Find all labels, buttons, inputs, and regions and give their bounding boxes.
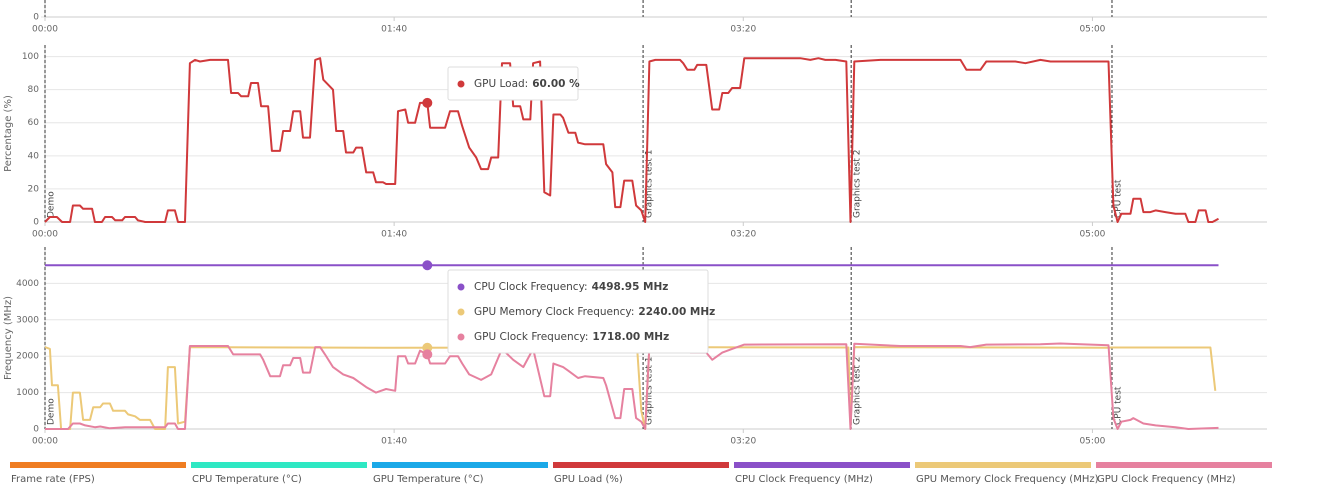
marker-label: Demo bbox=[47, 398, 57, 425]
legend-item[interactable]: GPU Temperature (°C) bbox=[372, 462, 548, 485]
legend-label: CPU Temperature (°C) bbox=[192, 474, 302, 485]
y-axis-title: Percentage (%) bbox=[3, 95, 14, 172]
legend-swatch bbox=[10, 462, 186, 468]
legend-item[interactable]: GPU Memory Clock Frequency (MHz) bbox=[915, 462, 1099, 485]
x-tick-label: 05:00 bbox=[1079, 25, 1105, 35]
legend-swatch bbox=[915, 462, 1091, 468]
legend-label: Frame rate (FPS) bbox=[11, 474, 95, 485]
legend-item[interactable]: CPU Temperature (°C) bbox=[191, 462, 367, 485]
x-tick-label: 00:00 bbox=[32, 25, 58, 35]
x-tick-label: 00:00 bbox=[32, 230, 58, 240]
y-tick-label: 40 bbox=[28, 151, 40, 161]
y-tick-label: 20 bbox=[28, 184, 40, 194]
y-tick-label: 1000 bbox=[16, 388, 39, 398]
x-tick-label: 03:20 bbox=[730, 437, 756, 447]
y-tick-label: 100 bbox=[22, 52, 39, 62]
y-tick-label: 0 bbox=[33, 218, 39, 228]
marker-label: Graphics test 2 bbox=[853, 150, 863, 218]
legend-label: GPU Clock Frequency (MHz) bbox=[1097, 474, 1236, 485]
series-line bbox=[45, 342, 1219, 430]
y-tick-label: 60 bbox=[28, 118, 40, 128]
hover-dot bbox=[422, 349, 433, 360]
legend-label: GPU Memory Clock Frequency (MHz) bbox=[916, 474, 1099, 485]
x-tick-label: 00:00 bbox=[32, 437, 58, 447]
tooltip-label: GPU Load: bbox=[474, 78, 528, 90]
tooltip-value: 1718.00 MHz bbox=[592, 331, 669, 343]
marker-label: Graphics test 1 bbox=[645, 150, 655, 218]
marker-label: Demo bbox=[47, 191, 57, 218]
tooltip: GPU Load: 60.00 % bbox=[447, 66, 580, 101]
tooltip-value: 4498.95 MHz bbox=[592, 281, 669, 293]
x-tick-label: 03:20 bbox=[730, 25, 756, 35]
tooltip-text: GPU Clock Frequency: 1718.00 MHz bbox=[474, 331, 669, 343]
marker-label: CPU test bbox=[1113, 179, 1123, 218]
legend-item[interactable]: GPU Load (%) bbox=[553, 462, 729, 485]
tooltip-label: GPU Memory Clock Frequency: bbox=[474, 306, 634, 318]
y-tick-label: 3000 bbox=[16, 315, 39, 325]
tooltip: CPU Clock Frequency: 4498.95 MHz GPU Memor… bbox=[447, 269, 715, 354]
legend-swatch bbox=[191, 462, 367, 468]
marker-label: CPU test bbox=[1113, 386, 1123, 425]
legend-swatch bbox=[1096, 462, 1272, 468]
y-tick-label: 0 bbox=[33, 13, 39, 23]
tooltip-dot bbox=[457, 308, 465, 316]
legend-item[interactable]: CPU Clock Frequency (MHz) bbox=[734, 462, 910, 485]
x-tick-label: 03:20 bbox=[730, 230, 756, 240]
marker-label: Graphics test 1 bbox=[645, 357, 655, 425]
legend-item[interactable]: GPU Clock Frequency (MHz) bbox=[1096, 462, 1272, 485]
hover-dot bbox=[422, 260, 433, 271]
legend-item[interactable]: Frame rate (FPS) bbox=[10, 462, 186, 485]
legend-label: CPU Clock Frequency (MHz) bbox=[735, 474, 873, 485]
tooltip-text: GPU Load: 60.00 % bbox=[474, 78, 580, 90]
y-axis-title: Frequency (MHz) bbox=[3, 296, 14, 380]
y-tick-label: 0 bbox=[33, 425, 39, 435]
tooltip-dot bbox=[457, 333, 465, 341]
legend-swatch bbox=[553, 462, 729, 468]
legend-label: GPU Temperature (°C) bbox=[373, 474, 484, 485]
marker-label: Graphics test 2 bbox=[853, 357, 863, 425]
x-tick-label: 05:00 bbox=[1079, 437, 1105, 447]
tooltip-dot bbox=[457, 283, 465, 291]
series-line bbox=[44, 346, 1217, 430]
series-line bbox=[44, 57, 1219, 223]
hover-dot bbox=[422, 97, 433, 108]
tooltip-value: 2240.00 MHz bbox=[638, 306, 715, 318]
y-tick-label: 4000 bbox=[16, 279, 39, 289]
legend-swatch bbox=[372, 462, 548, 468]
legend-label: GPU Load (%) bbox=[554, 474, 623, 485]
x-tick-label: 01:40 bbox=[381, 437, 407, 447]
tooltip-text: GPU Memory Clock Frequency: 2240.00 MHz bbox=[474, 306, 715, 318]
tooltip-label: GPU Clock Frequency: bbox=[474, 331, 588, 343]
legend-swatch bbox=[734, 462, 910, 468]
x-tick-label: 01:40 bbox=[381, 230, 407, 240]
y-tick-label: 80 bbox=[28, 85, 40, 95]
tooltip-text: CPU Clock Frequency: 4498.95 MHz bbox=[474, 281, 668, 293]
x-tick-label: 01:40 bbox=[381, 25, 407, 35]
tooltip-box bbox=[447, 269, 709, 354]
tooltip-box bbox=[447, 66, 579, 101]
tooltip-dot bbox=[457, 80, 465, 88]
y-tick-label: 2000 bbox=[16, 352, 39, 362]
x-tick-label: 05:00 bbox=[1079, 230, 1105, 240]
tooltip-label: CPU Clock Frequency: bbox=[474, 281, 588, 293]
tooltip-value: 60.00 % bbox=[532, 78, 580, 90]
